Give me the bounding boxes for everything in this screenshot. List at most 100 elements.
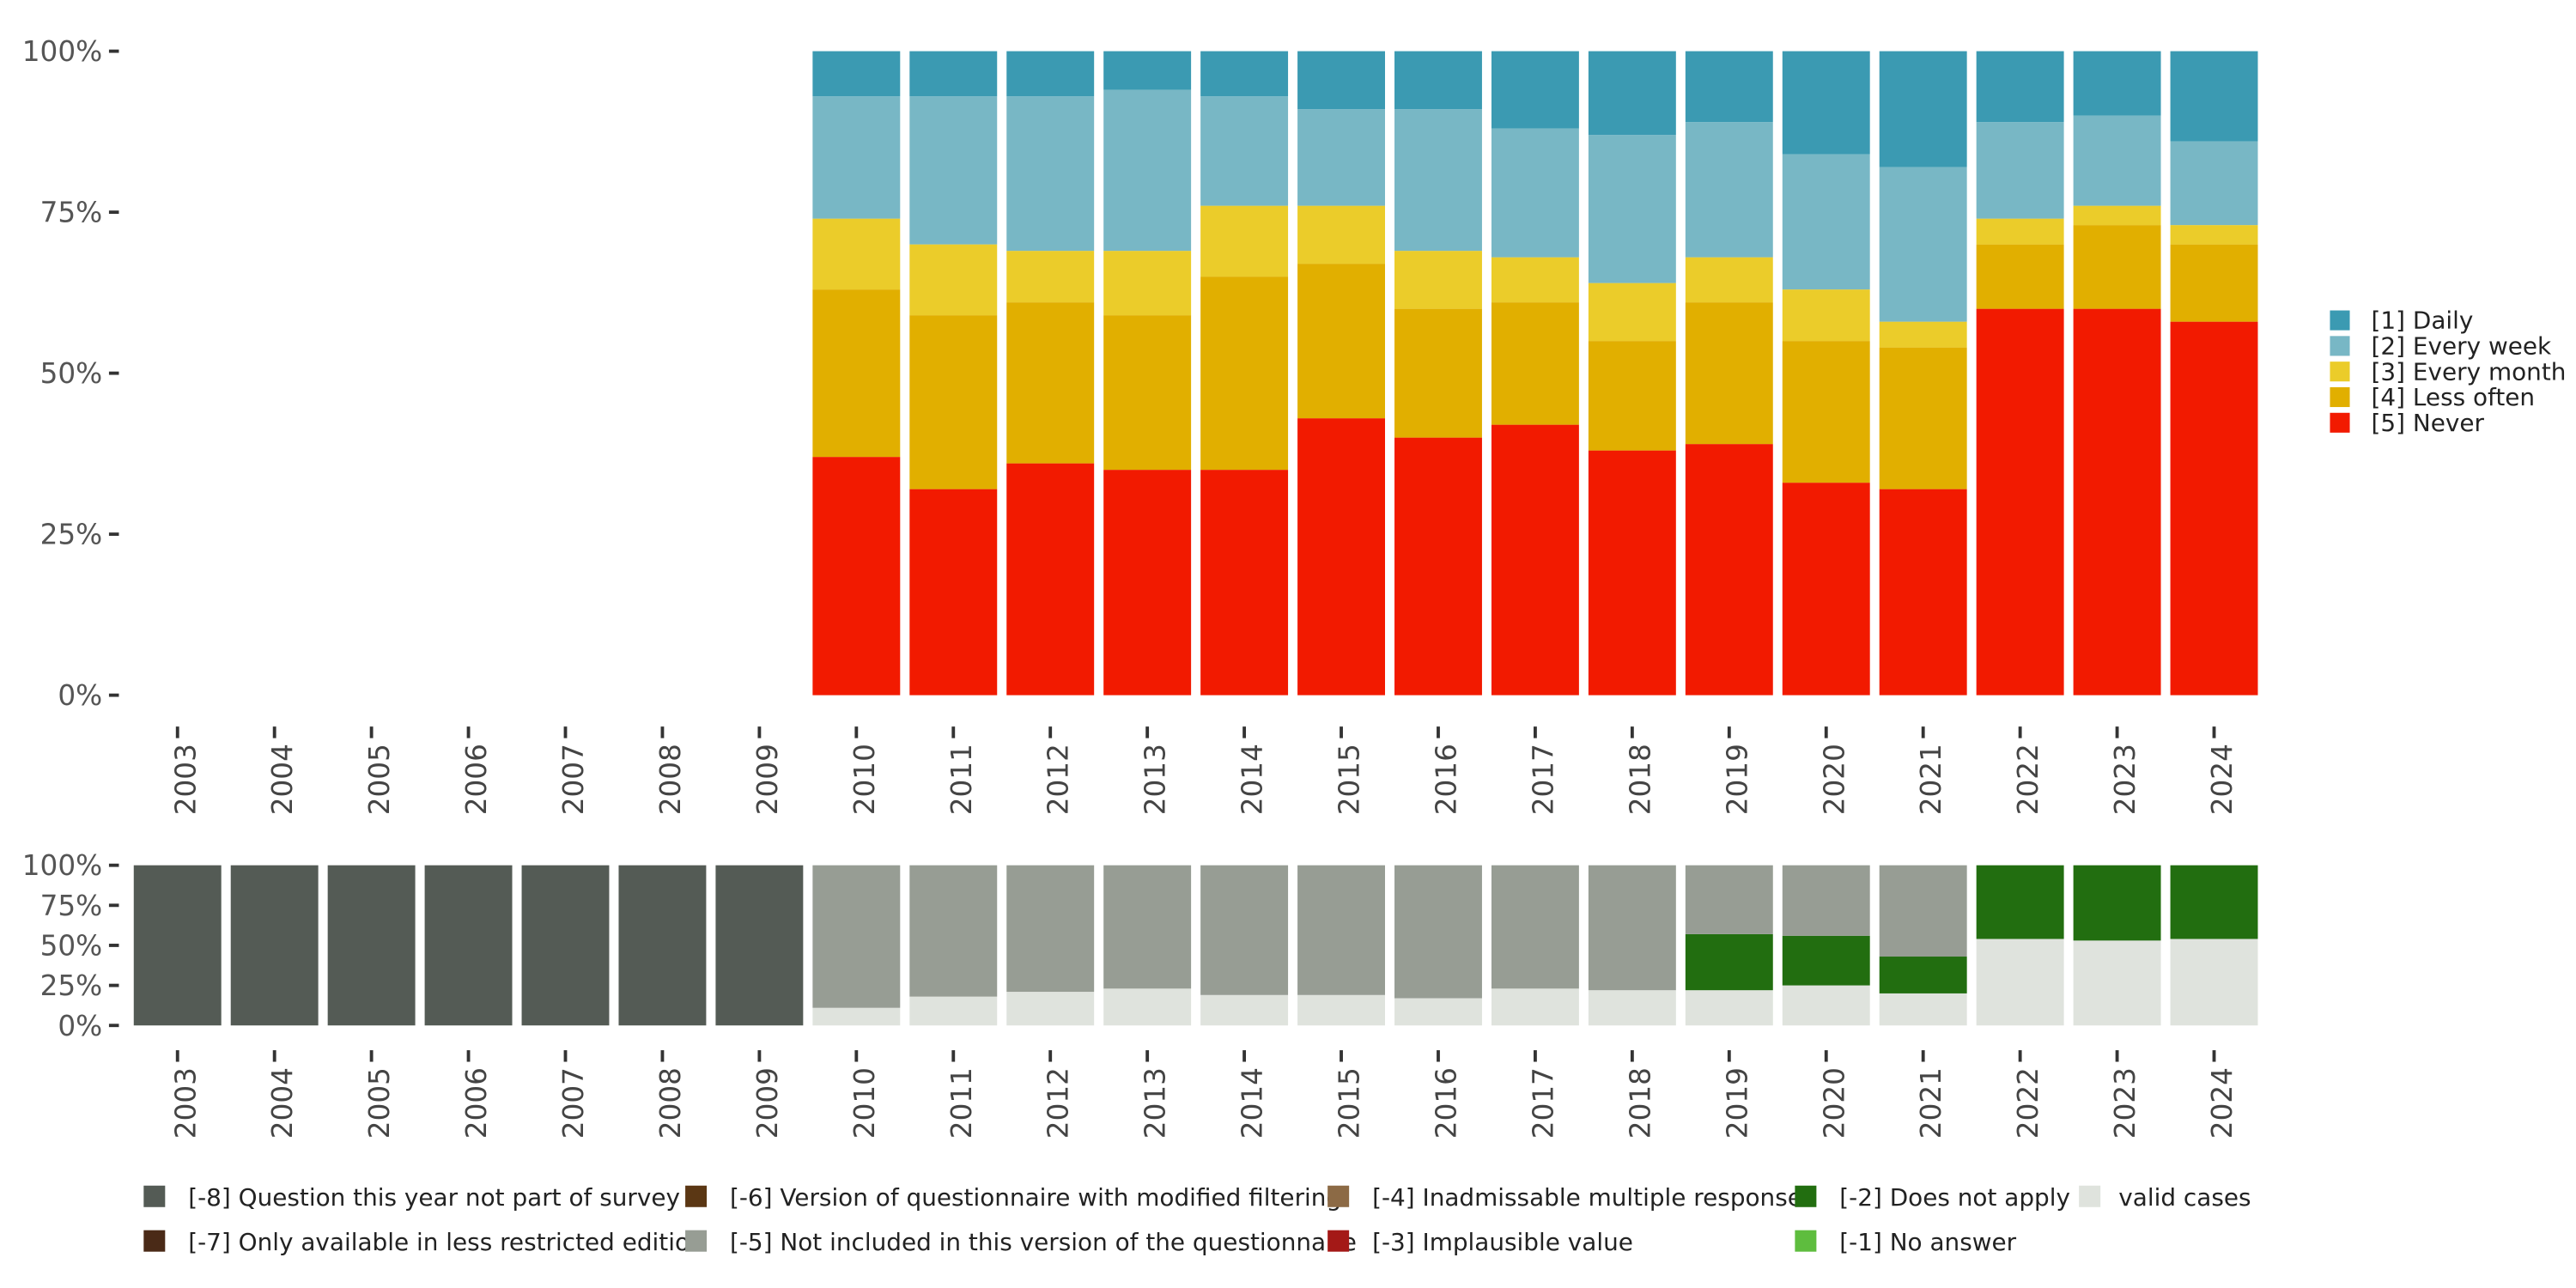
bar-segment-2018-4-less-often xyxy=(1588,341,1676,451)
bar-segment-2024-2-every-week xyxy=(2170,141,2258,226)
bar-segment-2021-5-never xyxy=(1879,489,1967,696)
bar-segment-2014-1-daily xyxy=(1200,51,1289,97)
y-tick-label: 0% xyxy=(58,679,102,712)
x-tick-label: 2018 xyxy=(1624,1067,1656,1139)
bar-segment-2023-4-less-often xyxy=(2073,225,2161,309)
bar-segment-2022-valid-cases xyxy=(1976,939,2064,1026)
bar-segment-2016-4-less-often xyxy=(1394,308,1482,438)
y-tick-label: 50% xyxy=(40,357,103,390)
legend-label: [-5] Not included in this version of the… xyxy=(730,1228,1357,1256)
panel-1: 0% 25% 50% 75% 100% 2003 2004 2005 2006 2007 2008 2… xyxy=(22,35,2258,815)
bar-segment-2020-5-not-included-in-this-version-of-the-questionnaire xyxy=(1782,865,1870,936)
bar-segment-2021-3-every-month xyxy=(1879,321,1967,348)
x-tick-label: 2012 xyxy=(1042,744,1075,815)
x-tick-label: 2006 xyxy=(460,1067,493,1139)
bar-segment-2018-5-not-included-in-this-version-of-the-questionnaire xyxy=(1588,865,1676,991)
bar-segment-2019-2-every-week xyxy=(1685,122,1773,258)
bar-segment-2022-1-daily xyxy=(1976,51,2064,123)
bar-segment-2008-8-question-this-year-not-part-of-survey xyxy=(618,865,707,1026)
bar-segment-2020-1-daily xyxy=(1782,51,1870,155)
bar-segment-2023-1-daily xyxy=(2073,51,2161,116)
legend-top-chart: [1] Daily[2] Every week[3] Every month[4… xyxy=(2330,307,2566,437)
x-tick-label: 2023 xyxy=(2109,1067,2142,1139)
x-tick-label: 2011 xyxy=(945,1067,978,1139)
bar-segment-2015-5-never xyxy=(1297,418,1385,696)
x-tick-label: 2005 xyxy=(363,1067,396,1139)
x-tick-label: 2013 xyxy=(1139,744,1172,815)
bar-segment-2014-5-never xyxy=(1200,470,1289,696)
legend-bottom-chart: [-8] Question this year not part of surv… xyxy=(143,1183,2251,1256)
bar-segment-2018-1-daily xyxy=(1588,51,1676,136)
bar-segment-2019-1-daily xyxy=(1685,51,1773,123)
legend-swatch xyxy=(685,1185,708,1207)
bar-segment-2015-1-daily xyxy=(1297,51,1385,110)
bar-segment-2023-3-every-month xyxy=(2073,205,2161,226)
legend-label: [-6] Version of questionnaire with modif… xyxy=(730,1183,1341,1212)
x-tick-label: 2009 xyxy=(751,1067,784,1139)
bar-segment-2022-3-every-month xyxy=(1976,218,2064,245)
bar-segment-2022-2-does-not-apply xyxy=(1976,865,2064,939)
bar-segment-2010-5-not-included-in-this-version-of-the-questionnaire xyxy=(812,865,901,1008)
bar-segment-2003-8-question-this-year-not-part-of-survey xyxy=(133,865,222,1026)
x-tick-label: 2023 xyxy=(2109,744,2142,815)
bar-segment-2020-5-never xyxy=(1782,483,1870,696)
bar-segment-2024-5-never xyxy=(2170,321,2258,696)
bar-segment-2013-valid-cases xyxy=(1103,988,1192,1026)
bar-segment-2024-1-daily xyxy=(2170,51,2258,142)
x-tick-label: 2003 xyxy=(169,744,202,815)
bar-segment-2017-4-less-often xyxy=(1491,302,1579,425)
bar-segment-2010-3-every-month xyxy=(812,218,901,290)
x-tick-label: 2018 xyxy=(1624,744,1656,815)
x-tick-label: 2014 xyxy=(1236,1067,1269,1139)
bar-segment-2016-5-never xyxy=(1394,437,1482,696)
bar-segment-2011-5-never xyxy=(909,489,998,696)
legend-label: [-3] Implausible value xyxy=(1372,1228,1633,1256)
x-tick-label: 2004 xyxy=(266,744,299,815)
bar-segment-2012-valid-cases xyxy=(1006,992,1095,1026)
bar-segment-2024-2-does-not-apply xyxy=(2170,865,2258,939)
legend-label: [-2] Does not apply xyxy=(1839,1183,2070,1212)
bar-segment-2010-2-every-week xyxy=(812,96,901,219)
bar-segment-2017-valid-cases xyxy=(1491,988,1579,1026)
bar-segment-2019-5-not-included-in-this-version-of-the-questionnaire xyxy=(1685,865,1773,934)
chart-root: 0% 25% 50% 75% 100% 2003 2004 2005 2006 2007 2008 2… xyxy=(22,35,2567,1256)
bar-segment-2017-5-never xyxy=(1491,424,1579,696)
bar-segment-2021-2-every-week xyxy=(1879,167,1967,322)
x-tick-label: 2009 xyxy=(751,744,784,815)
bar-segment-2015-2-every-week xyxy=(1297,109,1385,206)
bar-segment-2014-3-every-month xyxy=(1200,205,1289,277)
bar-segment-2013-5-never xyxy=(1103,470,1192,696)
bar-segment-2020-2-every-week xyxy=(1782,154,1870,290)
bar-segment-2015-5-not-included-in-this-version-of-the-questionnaire xyxy=(1297,865,1385,995)
y-tick-label: 100% xyxy=(22,849,102,882)
bar-segment-2023-5-never xyxy=(2073,308,2161,696)
x-tick-label: 2024 xyxy=(2206,1067,2239,1139)
x-tick-label: 2019 xyxy=(1721,744,1753,815)
bar-segment-2018-5-never xyxy=(1588,450,1676,696)
bar-segment-2024-4-less-often xyxy=(2170,244,2258,322)
bar-segment-2019-4-less-often xyxy=(1685,302,1773,445)
bar-segment-2017-2-every-week xyxy=(1491,128,1579,258)
bar-segment-2011-2-every-week xyxy=(909,96,998,245)
y-tick-label: 75% xyxy=(40,197,103,229)
x-tick-label: 2022 xyxy=(2012,1067,2044,1139)
legend-swatch xyxy=(2330,361,2350,382)
bar-segment-2017-1-daily xyxy=(1491,51,1579,129)
x-tick-label: 2016 xyxy=(1431,1067,1463,1139)
bar-segment-2023-valid-cases xyxy=(2073,940,2161,1026)
bar-segment-2021-2-does-not-apply xyxy=(1879,957,1967,993)
bar-segment-2012-4-less-often xyxy=(1006,302,1095,464)
bar-segment-2014-4-less-often xyxy=(1200,276,1289,471)
legend-label: [-4] Inadmissable multiple response xyxy=(1372,1183,1802,1212)
x-tick-label: 2015 xyxy=(1334,1067,1366,1139)
legend-swatch xyxy=(2330,310,2350,331)
legend-label: [1] Daily xyxy=(2372,307,2474,335)
legend-swatch xyxy=(2330,412,2350,433)
bar-segment-2007-8-question-this-year-not-part-of-survey xyxy=(521,865,610,1026)
panel-2: 0% 25% 50% 75% 100% 2003 2004 2005 2006 2007 2008 2… xyxy=(22,849,2258,1139)
bar-segment-2022-2-every-week xyxy=(1976,122,2064,219)
legend-swatch xyxy=(1327,1230,1350,1252)
bar-segment-2004-8-question-this-year-not-part-of-survey xyxy=(230,865,319,1026)
bar-segment-2016-1-daily xyxy=(1394,51,1482,110)
